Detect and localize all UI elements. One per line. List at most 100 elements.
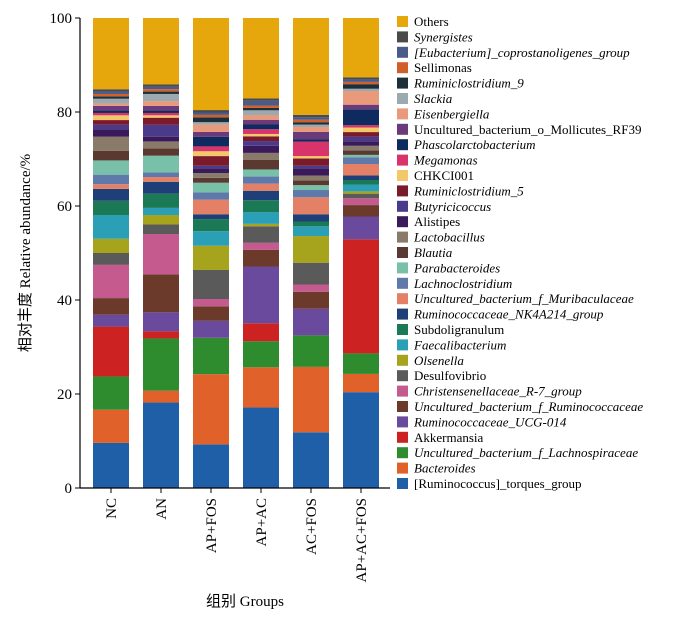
bar-segment (293, 284, 329, 292)
legend-swatch (397, 216, 408, 228)
bar-segment (143, 148, 179, 156)
legend-label: [Eubacterium]_coprostanoligenes_group (414, 45, 630, 60)
legend-swatch (397, 308, 408, 320)
legend-swatch (397, 416, 408, 428)
bar-segment (193, 177, 229, 183)
bar-segment (243, 183, 279, 191)
legend-swatch (397, 231, 408, 243)
bar-segment (293, 18, 329, 115)
legend-swatch (397, 462, 408, 474)
legend-label: Megamonas (413, 153, 478, 168)
bar-segment (243, 367, 279, 408)
legend-label: Desulfovibrio (414, 368, 486, 383)
bar-segment (293, 236, 329, 263)
bar-segment (293, 156, 329, 159)
bar-segment (93, 188, 129, 201)
bar-segment (293, 114, 329, 118)
bar-segment (343, 373, 379, 393)
bars-layer (93, 18, 379, 488)
bar-segment (143, 136, 179, 142)
bar-segment (343, 191, 379, 194)
bar-segment (93, 376, 129, 410)
bar-segment (143, 91, 179, 94)
legend-label: Butyricicoccus (414, 199, 491, 214)
bar-segment (193, 219, 229, 232)
bar-segment (343, 145, 379, 151)
bar-segment (93, 150, 129, 161)
legend-swatch (397, 478, 408, 489)
bar-segment (243, 323, 279, 342)
bar-segment (243, 129, 279, 134)
bar-segment (243, 212, 279, 224)
bar-segment (193, 146, 229, 152)
bar-segment (193, 117, 229, 123)
legend-swatch (397, 431, 408, 443)
bar-segment (143, 338, 179, 391)
bar-segment (343, 150, 379, 155)
bar-segment (93, 124, 129, 130)
legend-label: Uncultured_bacterium_f_Lachnospiraceae (414, 445, 638, 460)
legend-label: Blautia (414, 245, 453, 260)
bar-segment (293, 158, 329, 166)
bar-segment (243, 145, 279, 153)
bar-segment (343, 132, 379, 137)
bar-segment (343, 175, 379, 180)
y-tick-label: 0 (65, 481, 73, 497)
bar-segment (343, 216, 379, 240)
bar-segment (243, 133, 279, 137)
bar-segment (143, 117, 179, 125)
bar-segment (93, 160, 129, 175)
bar-segment (193, 124, 229, 132)
bar-segment (343, 136, 379, 142)
bar-segment (143, 172, 179, 178)
bar-segment (293, 175, 329, 181)
bar-segment (243, 242, 279, 250)
legend-label: Phascolarctobacterium (413, 137, 536, 152)
bar-segment (293, 117, 329, 120)
bar-segment (243, 200, 279, 213)
bar-segment (293, 226, 329, 237)
bar-segment (93, 200, 129, 216)
bar-segment (143, 105, 179, 111)
legend-swatch (397, 123, 408, 135)
bar-segment (343, 77, 379, 80)
bar-segment (193, 306, 229, 321)
legend-label: Olsenella (414, 353, 464, 368)
legend-label: Ruminococcaceae_UCG-014 (413, 414, 567, 429)
bar-segment (143, 84, 179, 87)
bar-segment (243, 105, 279, 108)
bar-segment (93, 103, 129, 106)
bar-segment (343, 125, 379, 128)
bar-segment (343, 141, 379, 146)
bar-segment (343, 353, 379, 374)
bar-segment (343, 79, 379, 82)
legend-label: Eisenbergiella (413, 106, 490, 121)
legend-label: Uncultured_bacterium_f_Ruminococcaceae (414, 399, 643, 414)
bar-segment (93, 326, 129, 377)
bar-segment (293, 119, 329, 123)
legend-label: Uncultured_bacterium_o_Mollicutes_RF39 (414, 122, 641, 137)
legend-swatch (397, 46, 408, 58)
y-tick-label: 60 (57, 199, 72, 215)
legend-label: Synergistes (414, 29, 473, 44)
bar-segment (293, 366, 329, 433)
bar-segment (143, 224, 179, 235)
bar-segment (193, 231, 229, 246)
bar-segment (93, 96, 129, 99)
bar-segment (193, 168, 229, 174)
bar-segment (293, 214, 329, 222)
bar-segment (93, 264, 129, 299)
legend-label: [Ruminococcus]_torques_group (414, 476, 582, 491)
bar-segment (293, 335, 329, 367)
bar-segment (93, 110, 129, 113)
legend: OthersSynergistes[Eubacterium]_coprostan… (397, 14, 643, 491)
bar-segment (243, 18, 279, 99)
bar-segment (193, 192, 229, 200)
bar-segment (243, 223, 279, 227)
bar-segment (293, 190, 329, 198)
legend-label: Christensenellaceae_R-7_group (414, 384, 582, 399)
bar-segment (293, 168, 329, 176)
legend-swatch (397, 277, 408, 289)
bar-segment (243, 141, 279, 146)
